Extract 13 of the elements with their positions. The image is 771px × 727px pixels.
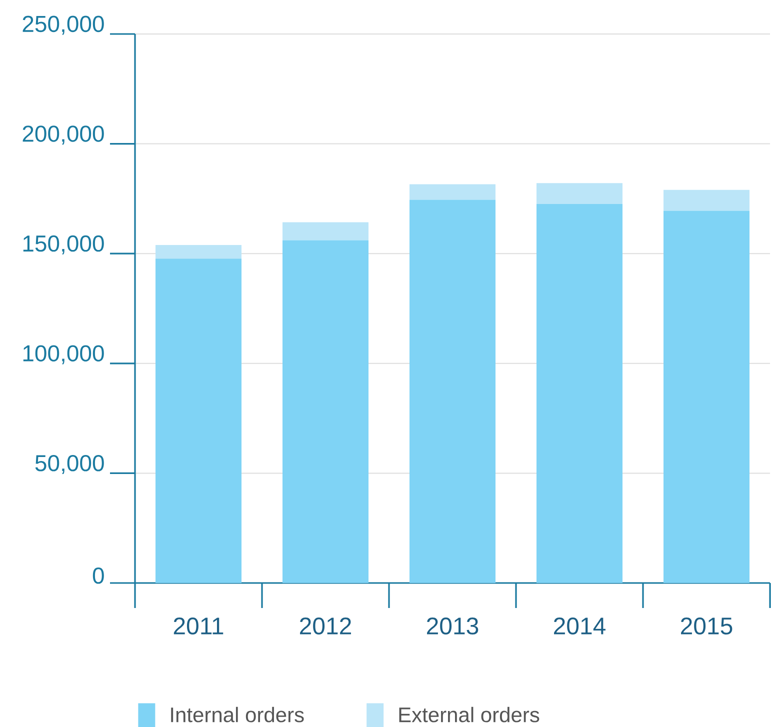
legend-label: External orders (399, 706, 540, 722)
y-tick-label: 0 (92, 568, 104, 584)
y-tick-label: 50,000 (35, 454, 104, 474)
x-tick-label: 2012 (300, 618, 351, 635)
legend-label: Internal orders (171, 706, 304, 722)
x-tick-label: 2013 (427, 618, 478, 635)
x-tick-label: 2014 (554, 618, 606, 635)
x-tick-label: 2011 (174, 618, 224, 635)
y-tick-label: 200,000 (22, 126, 104, 145)
y-tick-label: 100,000 (23, 345, 104, 364)
x-tick-label: 2015 (681, 618, 732, 635)
y-tick-label: 250,000 (22, 16, 104, 35)
y-tick-label: 150,000 (23, 235, 104, 254)
